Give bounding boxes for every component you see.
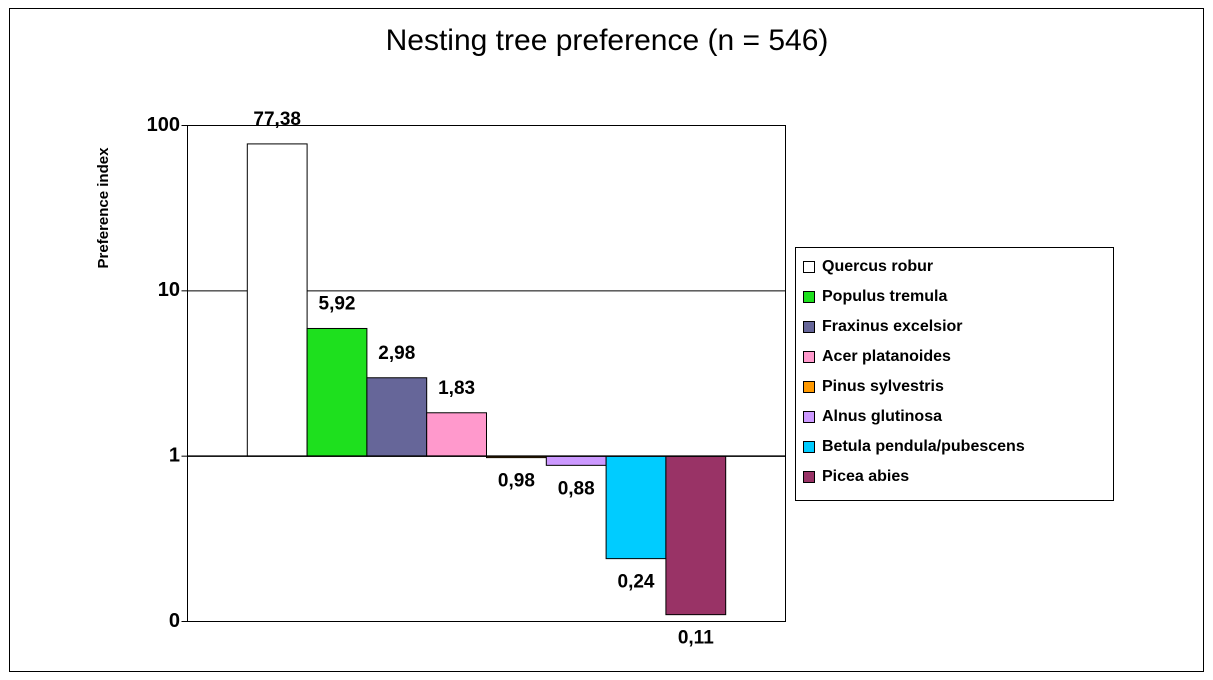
data-label: 0,11	[678, 628, 714, 649]
data-label: 5,92	[319, 293, 356, 314]
bar	[426, 412, 488, 457]
legend	[795, 247, 1114, 501]
y-tick-label: 0	[169, 610, 180, 632]
legend-label: Fraxinus excelsior	[822, 318, 963, 335]
bar	[545, 455, 607, 466]
legend-label: Pinus sylvestris	[822, 378, 944, 395]
data-label: 0,24	[618, 572, 655, 593]
bar	[605, 455, 667, 560]
y-tick-label: 10	[158, 279, 180, 301]
legend-swatch	[803, 441, 815, 453]
legend-swatch	[803, 291, 815, 303]
data-label: 77,38	[253, 109, 301, 130]
legend-swatch	[803, 351, 815, 363]
bar	[366, 377, 428, 457]
legend-swatch	[803, 261, 815, 273]
data-label: 1,83	[438, 378, 475, 399]
legend-label: Acer platanoides	[822, 348, 951, 365]
legend-swatch	[803, 381, 815, 393]
bar	[665, 455, 727, 616]
bar	[306, 327, 368, 457]
y-axis-label: Preference index	[95, 147, 112, 269]
chart-title: Nesting tree preference (n = 546)	[386, 24, 829, 57]
y-tick-label: 1	[169, 444, 180, 466]
legend-label: Betula pendula/pubescens	[822, 438, 1025, 455]
data-label: 0,98	[498, 471, 535, 492]
legend-label: Alnus glutinosa	[822, 408, 942, 425]
legend-label: Populus tremula	[822, 288, 947, 305]
data-label: 2,98	[378, 343, 415, 364]
legend-swatch	[803, 321, 815, 333]
data-label: 0,88	[558, 478, 595, 499]
legend-swatch	[803, 411, 815, 423]
legend-label: Quercus robur	[822, 258, 933, 275]
legend-label: Picea abies	[822, 468, 909, 485]
bar	[246, 143, 308, 457]
y-tick-label: 100	[147, 114, 180, 136]
legend-swatch	[803, 471, 815, 483]
